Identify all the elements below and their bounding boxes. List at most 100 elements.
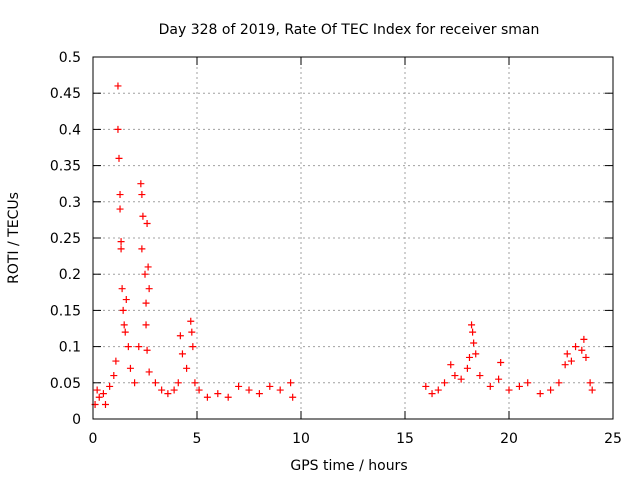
data-point [164, 390, 172, 398]
data-point [287, 379, 295, 387]
data-point [178, 350, 186, 358]
x-tick-label: 20 [500, 431, 518, 447]
data-point [126, 364, 134, 372]
data-point [143, 346, 151, 354]
data-point [224, 393, 232, 401]
data-point [93, 386, 101, 394]
data-point [567, 357, 575, 365]
data-point [114, 125, 122, 133]
data-point [561, 361, 569, 369]
x-tick-label: 25 [604, 431, 622, 447]
y-tick-label: 0.4 [59, 122, 81, 138]
data-point [555, 379, 563, 387]
data-point [143, 220, 151, 228]
plot-frame [92, 56, 614, 420]
data-point [505, 386, 513, 394]
data-point [547, 386, 555, 394]
data-point [114, 82, 122, 90]
x-tick-label: 15 [396, 431, 414, 447]
y-tick-label: 0.35 [50, 159, 81, 175]
data-point [441, 379, 449, 387]
y-tick-label: 0.5 [59, 50, 81, 66]
data-point [137, 180, 145, 188]
data-point [131, 379, 139, 387]
data-point [289, 393, 297, 401]
data-point [119, 306, 127, 314]
data-point [151, 379, 159, 387]
data-point [578, 346, 586, 354]
data-point [422, 382, 430, 390]
data-point [486, 382, 494, 390]
data-point [145, 285, 153, 293]
data-point [118, 285, 126, 293]
data-point [497, 359, 505, 367]
data-point [588, 386, 596, 394]
data-point [116, 205, 124, 213]
data-point [170, 386, 178, 394]
grid [93, 57, 613, 419]
data-point [214, 390, 222, 398]
data-point [138, 191, 146, 199]
x-tick-label: 0 [89, 431, 98, 447]
data-point [580, 335, 588, 343]
data-point [189, 343, 197, 351]
data-point [195, 386, 203, 394]
data-point [124, 343, 132, 351]
data-point [191, 379, 199, 387]
data-point [451, 372, 459, 380]
data-point [457, 375, 465, 383]
data-point [120, 321, 128, 329]
data-point [495, 375, 503, 383]
y-tick-label: 0.05 [50, 376, 81, 392]
data-point [142, 299, 150, 307]
data-point [255, 390, 263, 398]
y-tick-label: 0.15 [50, 303, 81, 319]
data-point [187, 317, 195, 325]
data-point [183, 364, 191, 372]
data-point [158, 386, 166, 394]
data-point [106, 382, 114, 390]
data-point [536, 390, 544, 398]
data-point [582, 353, 590, 361]
chart-title: Day 328 of 2019, Rate Of TEC Index for r… [159, 22, 540, 38]
data-point [245, 386, 253, 394]
data-point [563, 350, 571, 358]
data-point [524, 379, 532, 387]
data-point [188, 328, 196, 336]
data-point [117, 245, 125, 253]
data-point [447, 361, 455, 369]
data-point [110, 372, 118, 380]
data-point [515, 382, 523, 390]
data-point [266, 382, 274, 390]
data-point [572, 343, 580, 351]
data-point [434, 386, 442, 394]
data-point [176, 332, 184, 340]
data-point [115, 154, 123, 162]
data-point [99, 390, 107, 398]
data-point [139, 212, 147, 220]
data-point [276, 386, 284, 394]
x-axis-label: GPS time / hours [290, 458, 407, 474]
axis-ticks: 0 0.05 0.1 0.15 0.2 0.25 0.3 0.35 0.4 0.45 0.5 0 5 10… [50, 50, 622, 447]
data-point [135, 343, 143, 351]
data-point [463, 364, 471, 372]
data-point [121, 328, 129, 336]
data-point [465, 353, 473, 361]
data-point [468, 321, 476, 329]
data-point [112, 357, 120, 365]
y-axis-label: ROTI / TECUs [6, 192, 22, 284]
y-tick-label: 0.45 [50, 86, 81, 102]
y-tick-label: 0.3 [59, 195, 81, 211]
data-point [470, 339, 478, 347]
data-point [174, 379, 182, 387]
y-tick-label: 0.2 [59, 267, 81, 283]
data-point [472, 350, 480, 358]
data-point [95, 393, 103, 401]
data-point [101, 401, 109, 409]
data-point [428, 390, 436, 398]
data-point [476, 372, 484, 380]
data-point [117, 238, 125, 246]
data-point [469, 328, 477, 336]
data-point [586, 379, 594, 387]
data-point [235, 382, 243, 390]
